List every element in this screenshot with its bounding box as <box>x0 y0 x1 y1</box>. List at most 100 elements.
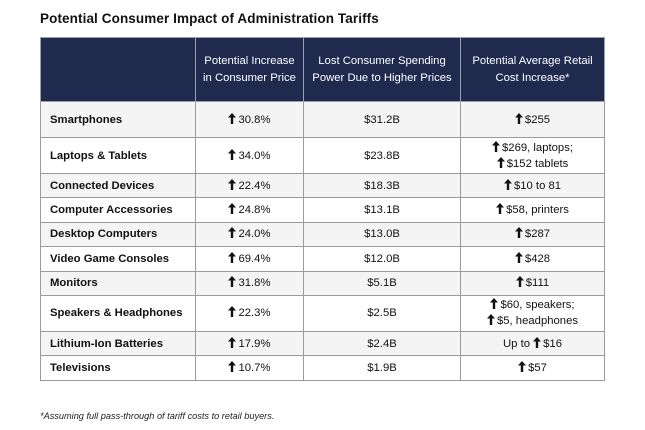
retail-increase-line: $111 <box>467 275 598 291</box>
price-increase-cell: 22.3% <box>195 294 304 332</box>
up-arrow-icon <box>514 227 523 239</box>
table-row: Monitors 31.8% $5.1B $111 <box>40 270 605 296</box>
table-row: Laptops & Tablets 34.0% $23.8B $269, laptop… <box>40 137 605 174</box>
tariff-impact-table: Potential Increase in Consumer Price Los… <box>40 37 605 381</box>
retail-increase-cell: $111 <box>460 270 605 296</box>
lost-spending-cell: $2.5B <box>303 294 461 332</box>
price-increase-value: 69.4% <box>238 252 271 265</box>
table-row: Lithium-Ion Batteries 17.9% $2.4B Up to $16 <box>40 330 605 357</box>
retail-increase-value: $57 <box>528 362 547 375</box>
column-header-category <box>40 37 196 102</box>
table-body: Smartphones 30.8% $31.2B $255 Laptops & Tabl… <box>40 101 605 381</box>
retail-increase-prefix: Up to <box>503 337 534 350</box>
retail-increase-value: $111 <box>525 277 550 290</box>
column-header-retail-increase: Potential Average Retail Cost Increase* <box>460 37 605 102</box>
table-row: Smartphones 30.8% $31.2B $255 <box>40 101 605 138</box>
lost-spending-cell: $5.1B <box>303 270 461 296</box>
price-increase-cell: 31.8% <box>195 270 304 296</box>
up-arrow-icon <box>492 140 500 152</box>
up-arrow-icon <box>228 276 237 288</box>
price-increase-value: 24.0% <box>238 228 271 241</box>
price-increase-cell: 24.8% <box>195 197 304 223</box>
retail-increase-value: $60, speakers; <box>500 299 575 312</box>
retail-increase-line: $57 <box>467 360 598 376</box>
table-row: Video Game Consoles 69.4% $12.0B $428 <box>40 246 605 272</box>
category-cell: Video Game Consoles <box>40 246 196 272</box>
category-cell: Televisions <box>40 355 196 381</box>
retail-increase-value: $428 <box>524 252 551 265</box>
price-increase-value: 24.8% <box>238 204 271 217</box>
footnote: *Assuming full pass-through of tariff co… <box>40 411 275 421</box>
lost-spending-cell: $12.0B <box>303 246 461 272</box>
lost-spending-cell: $13.0B <box>303 221 461 248</box>
table-header-row: Potential Increase in Consumer Price Los… <box>40 37 605 102</box>
table-row: Televisions 10.7% $1.9B $57 <box>40 355 605 381</box>
up-arrow-icon <box>533 336 542 348</box>
up-arrow-icon <box>486 314 495 326</box>
retail-increase-cell: $428 <box>460 246 605 272</box>
category-cell: Computer Accessories <box>40 197 196 223</box>
retail-increase-cell: Up to $16 <box>460 330 605 357</box>
category-cell: Desktop Computers <box>40 221 196 248</box>
retail-increase-line: $152 tablets <box>467 156 598 172</box>
price-increase-value: 30.8% <box>238 113 271 126</box>
up-arrow-icon <box>490 298 499 310</box>
retail-increase-line: $255 <box>467 112 598 128</box>
retail-increase-value: $16 <box>543 337 562 350</box>
retail-increase-cell: $287 <box>460 221 605 248</box>
retail-increase-line: Up to $16 <box>467 336 598 352</box>
retail-increase-cell: $57 <box>460 355 605 381</box>
category-cell: Laptops & Tablets <box>40 137 196 174</box>
lost-spending-cell: $18.3B <box>303 172 461 199</box>
price-increase-cell: 24.0% <box>195 221 304 248</box>
price-increase-cell: 17.9% <box>195 330 304 357</box>
page-title: Potential Consumer Impact of Administrat… <box>40 11 379 26</box>
price-increase-value: 31.8% <box>238 277 271 290</box>
up-arrow-icon <box>228 336 237 348</box>
up-arrow-icon <box>228 361 237 373</box>
price-increase-value: 22.3% <box>238 307 271 320</box>
column-header-price-increase: Potential Increase in Consumer Price <box>195 37 304 102</box>
up-arrow-icon <box>228 148 237 160</box>
table-row: Desktop Computers 24.0% $13.0B $287 <box>40 221 605 248</box>
up-arrow-icon <box>228 251 237 263</box>
retail-increase-value: $269, laptops; <box>502 141 573 154</box>
up-arrow-icon <box>518 361 527 373</box>
up-arrow-icon <box>228 227 237 239</box>
category-cell: Monitors <box>40 270 196 296</box>
retail-increase-line: $10 to 81 <box>467 178 598 194</box>
retail-increase-cell: $60, speakers; $5, headphones <box>460 294 605 332</box>
price-increase-value: 17.9% <box>238 337 271 350</box>
up-arrow-icon <box>228 306 237 318</box>
retail-increase-value: $287 <box>524 228 551 241</box>
up-arrow-icon <box>514 251 523 263</box>
lost-spending-cell: $31.2B <box>303 101 461 138</box>
retail-increase-line: $5, headphones <box>467 313 598 329</box>
retail-increase-value: $5, headphones <box>496 315 579 328</box>
retail-increase-value: $255 <box>524 113 551 126</box>
price-increase-value: 34.0% <box>238 149 271 162</box>
retail-increase-line: $58, printers <box>467 202 598 218</box>
up-arrow-icon <box>503 178 512 190</box>
price-increase-value: 22.4% <box>238 179 271 192</box>
category-cell: Lithium-Ion Batteries <box>40 330 196 357</box>
retail-increase-value: $152 tablets <box>506 157 569 170</box>
lost-spending-cell: $13.1B <box>303 197 461 223</box>
price-increase-value: 10.7% <box>238 362 271 375</box>
lost-spending-cell: $1.9B <box>303 355 461 381</box>
category-cell: Connected Devices <box>40 172 196 199</box>
retail-increase-cell: $10 to 81 <box>460 172 605 199</box>
table-row: Speakers & Headphones 22.3% $2.5B $60, spea… <box>40 294 605 332</box>
retail-increase-value: $58, printers <box>506 204 569 217</box>
retail-increase-line: $269, laptops; <box>467 140 598 156</box>
lost-spending-cell: $2.4B <box>303 330 461 357</box>
lost-spending-cell: $23.8B <box>303 137 461 174</box>
up-arrow-icon <box>496 156 505 168</box>
up-arrow-icon <box>228 203 237 215</box>
retail-increase-cell: $58, printers <box>460 197 605 223</box>
up-arrow-icon <box>514 112 523 124</box>
retail-increase-cell: $269, laptops; $152 tablets <box>460 137 605 174</box>
price-increase-cell: 69.4% <box>195 246 304 272</box>
retail-increase-value: $10 to 81 <box>513 179 562 192</box>
up-arrow-icon <box>496 203 505 215</box>
